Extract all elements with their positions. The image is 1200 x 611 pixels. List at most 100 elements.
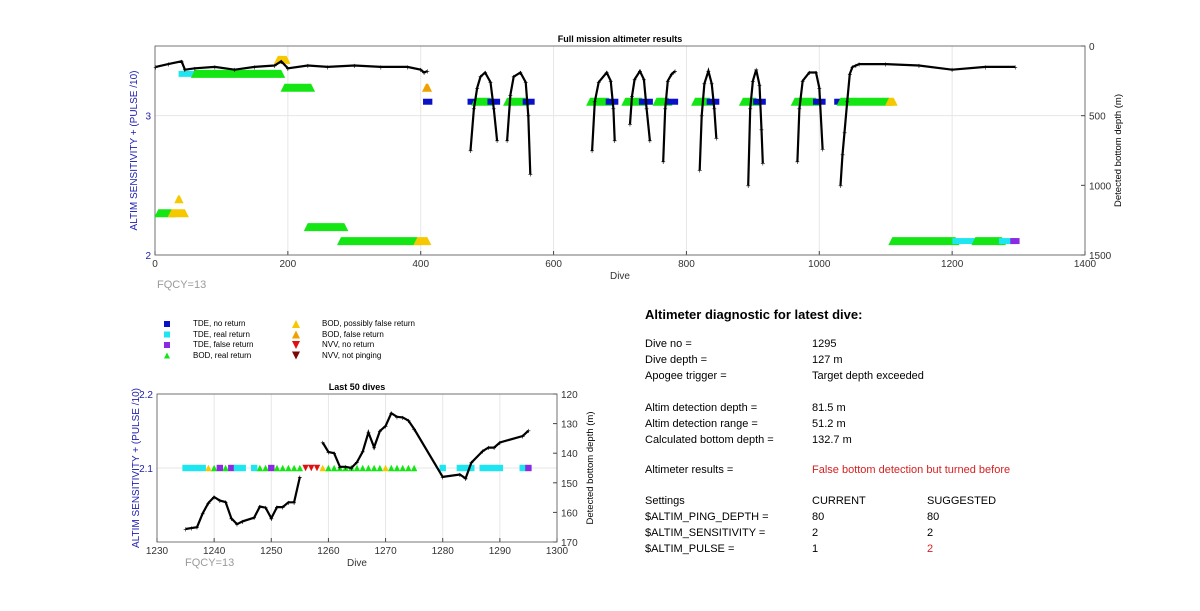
current: 1: [812, 543, 819, 555]
depth-point: +: [280, 503, 285, 512]
setting-marker-bod-real-return: [285, 464, 292, 472]
x-tick-label: 0: [152, 259, 158, 270]
depth-point: +: [275, 503, 280, 512]
depth-point: +: [757, 81, 762, 90]
setting-marker-bod-real-return: [256, 464, 264, 472]
setting-marker-tde-real-return: [199, 464, 206, 472]
legend-marker-tde-real-return: [164, 331, 170, 338]
y-right-tick-label: 150: [561, 479, 578, 490]
depth-point: +: [820, 145, 825, 154]
legend-label: BOD, false return: [322, 329, 384, 339]
depth-point: +: [440, 473, 445, 482]
depth-point: +: [229, 514, 234, 523]
depth-point: +: [338, 463, 343, 472]
setting-marker-tde-false-return: [216, 464, 224, 472]
y-right-tick-label: 1500: [1089, 251, 1112, 262]
y-right-tick-label: 140: [561, 449, 578, 460]
setting-segment: [467, 98, 479, 105]
setting-marker-tde-real-return: [250, 464, 258, 472]
setting-marker-tde-real-return: [233, 464, 241, 472]
x-tick-label: 1250: [260, 546, 283, 557]
setting-marker-tde-real-return: [456, 464, 464, 472]
depth-point: +: [292, 498, 297, 507]
y-right-tick-label: 130: [561, 420, 578, 431]
setting-segment: [423, 98, 433, 105]
depth-point: +: [917, 62, 922, 71]
chart-title: Last 50 dives: [329, 382, 386, 392]
row-detection-range: Altim detection range = 51.2 m: [645, 418, 1145, 432]
diagnostic-heading: Altimeter diagnostic for latest dive:: [645, 307, 863, 322]
y-tick-label: 2: [145, 251, 151, 262]
x-tick-label: 1300: [546, 546, 569, 557]
label: Calculated bottom depth =: [645, 434, 774, 446]
depth-point: +: [840, 151, 845, 160]
depth-point: +: [352, 62, 357, 71]
label: Dive no =: [645, 338, 692, 350]
x-tick-label: 200: [280, 259, 297, 270]
setting-marker-bod-real-return: [393, 464, 401, 472]
depth-point: +: [848, 70, 853, 79]
legend-marker-nvv-no-return: [292, 341, 300, 349]
depth-point: +: [520, 432, 525, 441]
depth-point: +: [488, 78, 493, 87]
depth-point: +: [759, 126, 764, 135]
depth-point: +: [760, 159, 765, 168]
setting-marker-bod-possibly-false: [205, 464, 212, 472]
row-apogee-trigger: Apogee trigger = Target depth exceeded: [645, 370, 1145, 384]
depth-point: +: [630, 92, 635, 101]
depth-point: +: [286, 64, 291, 73]
y-axis-label: ALTIM SENSITIVITY + (PULSE /10): [131, 388, 142, 548]
depth-point: +: [193, 64, 198, 73]
y-tick-label: 2.1: [139, 464, 153, 475]
x-tick-label: 1240: [203, 546, 226, 557]
x-tick-label: 1260: [317, 546, 340, 557]
setting-segment: [174, 195, 184, 204]
setting-marker-bod-real-return: [410, 464, 418, 472]
setting-segment: [167, 209, 189, 218]
current: 80: [812, 511, 825, 523]
depth-point: +: [838, 181, 843, 190]
value: 1295: [812, 338, 837, 350]
depth-point: +: [279, 57, 284, 66]
depth-point: +: [223, 498, 228, 507]
x-tick-label: 1290: [489, 546, 512, 557]
depth-point: +: [406, 417, 411, 426]
depth-point: +: [807, 68, 812, 77]
depth-point: +: [263, 504, 268, 513]
depth-point: +: [166, 60, 171, 69]
y-right-tick-label: 170: [561, 538, 578, 549]
depth-point: +: [706, 67, 711, 76]
depth-point: +: [661, 158, 666, 167]
row-detection-depth: Altim detection depth = 81.5 m: [645, 402, 1145, 416]
setting-marker-bod-possibly-false: [319, 464, 326, 472]
x-tick-label: 1200: [941, 259, 964, 270]
current-header: CURRENT: [812, 495, 866, 507]
depth-point: +: [383, 422, 388, 431]
legend-marker-tde-no-return: [164, 321, 170, 327]
setting-marker-bod-real-return: [388, 464, 395, 472]
setting-segment: [998, 238, 1017, 245]
depth-point: +: [642, 75, 647, 84]
setting-marker-tde-real-return: [239, 464, 246, 472]
setting-marker-bod-real-return: [336, 464, 344, 472]
setting-marker-tde-real-return: [439, 464, 446, 472]
value: 132.7 m: [812, 434, 852, 446]
depth-point: +: [508, 91, 513, 100]
depth-point: +: [842, 128, 847, 137]
legend-label: TDE, false return: [193, 340, 254, 349]
depth-point: +: [590, 147, 595, 156]
depth-line-last-50: [185, 411, 530, 531]
depth-point: +: [526, 112, 531, 121]
setting-marker-tde-real-return: [193, 464, 201, 472]
setting-segment: [273, 55, 291, 64]
setting-ping-depth: $ALTIM_PING_DEPTH = 80 80: [645, 511, 1145, 525]
legend-label: TDE, real return: [193, 329, 250, 339]
setting-marker-tde-false-return: [268, 464, 275, 472]
depth-point: +: [189, 524, 194, 533]
depth-point: +: [469, 459, 474, 468]
suggested: 2: [927, 543, 934, 555]
setting-segment: [952, 238, 979, 245]
y-right-tick-label: 160: [561, 508, 578, 519]
depth-point: +: [673, 67, 678, 76]
setting-marker-nvv-no-return: [302, 464, 309, 472]
